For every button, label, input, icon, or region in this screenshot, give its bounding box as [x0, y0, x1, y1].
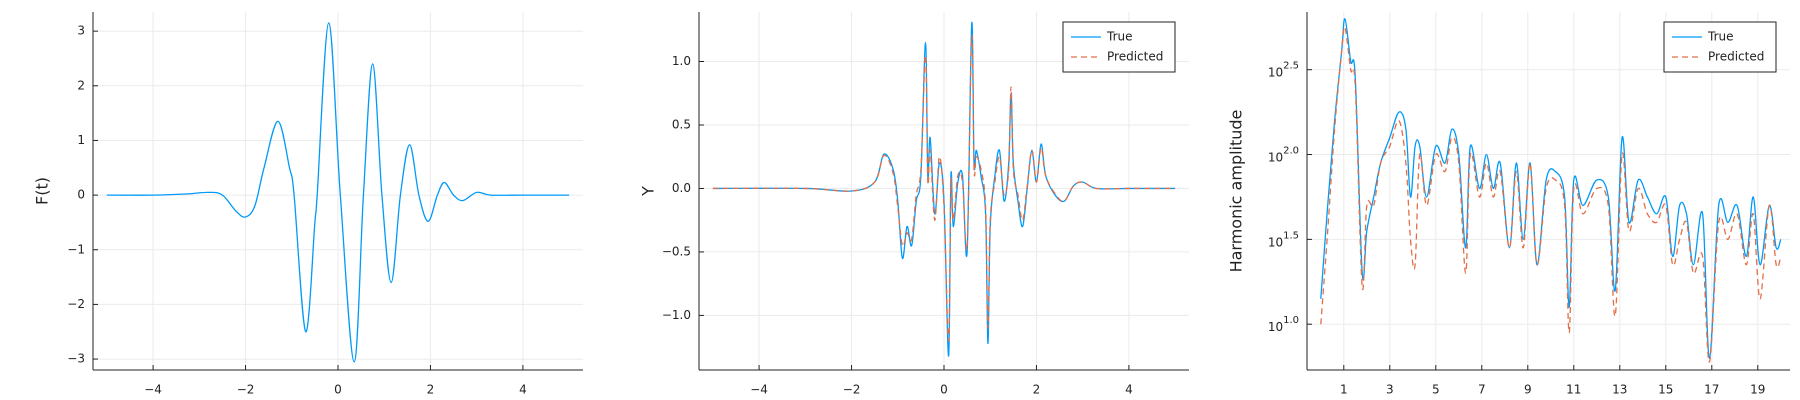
- y-axis-label: Y: [639, 186, 658, 197]
- x-tick-label: 7: [1478, 383, 1486, 397]
- x-tick-label: 2: [427, 383, 435, 397]
- x-tick-label: 5: [1432, 383, 1440, 397]
- x-tick-label: 0: [334, 383, 342, 397]
- x-tick-label: 3: [1386, 383, 1394, 397]
- y-tick-label: −1: [67, 242, 85, 256]
- legend-label: True: [1707, 30, 1734, 44]
- y-tick-label: 0.0: [672, 181, 691, 195]
- legend-box: [1062, 21, 1176, 73]
- subplot: −4 −2 0 2 4 −3 −2 −1 0 1 2 3 F(t): [33, 12, 583, 397]
- y-tick-label: −3: [67, 352, 85, 366]
- x-tick-label: 17: [1704, 383, 1719, 397]
- x-tick-label: 9: [1524, 383, 1532, 397]
- tick-base: 10: [1268, 235, 1283, 249]
- x-tick-label: −4: [144, 383, 162, 397]
- legend-label: True: [1106, 30, 1133, 44]
- x-tick-label: 19: [1750, 383, 1765, 397]
- x-tick-label: −2: [237, 383, 255, 397]
- y-tick-label: −2: [67, 297, 85, 311]
- y-axis-label: Harmonic amplitude: [1227, 110, 1246, 273]
- legend: True Predicted: [1663, 21, 1777, 73]
- y-axis-label: F(t): [33, 177, 52, 205]
- y-tick-label: 0: [77, 188, 85, 202]
- legend-label: Predicted: [1107, 50, 1163, 64]
- series-line: [106, 22, 570, 363]
- y-tick-label: 1.0: [672, 54, 691, 68]
- y-tick-label: 0.5: [672, 117, 691, 131]
- y-tick-label: 101.0: [1268, 315, 1299, 334]
- legend-box: [1663, 21, 1777, 73]
- x-tick-label: 15: [1658, 383, 1673, 397]
- subplot: −4 −2 0 2 4 −1.0 −0.5 0.0 0.5 1.0 Y True Predicted: [639, 12, 1189, 397]
- legend-label: Predicted: [1708, 50, 1764, 64]
- x-tick-label: 11: [1566, 383, 1581, 397]
- tick-exponent: 2.0: [1283, 146, 1299, 157]
- x-tick-label: 0: [940, 383, 948, 397]
- y-tick-label: 1: [77, 133, 85, 147]
- tick-base: 10: [1268, 65, 1283, 79]
- tick-exponent: 2.5: [1283, 61, 1299, 72]
- y-tick-label: 2: [77, 78, 85, 92]
- x-tick-label: −4: [750, 383, 768, 397]
- tick-base: 10: [1268, 320, 1283, 334]
- tick-exponent: 1.0: [1283, 315, 1299, 326]
- series-line: [712, 21, 1176, 357]
- x-tick-label: 4: [519, 383, 527, 397]
- x-tick-label: 4: [1125, 383, 1133, 397]
- x-tick-label: −2: [843, 383, 861, 397]
- tick-exponent: 1.5: [1283, 230, 1299, 241]
- tick-base: 10: [1268, 150, 1283, 164]
- y-tick-label: 3: [77, 24, 85, 38]
- x-tick-label: 13: [1612, 383, 1627, 397]
- legend: True Predicted: [1062, 21, 1176, 73]
- y-tick-label: −1.0: [662, 308, 691, 322]
- y-tick-label: 102.5: [1268, 61, 1299, 80]
- x-tick-label: 2: [1033, 383, 1041, 397]
- y-tick-label: −0.5: [662, 244, 691, 258]
- series-line: [712, 34, 1176, 342]
- y-tick-label: 102.0: [1268, 146, 1299, 165]
- y-tick-label: 101.5: [1268, 230, 1299, 249]
- subplot: 1 3 5 7 9 11 13 15 17 19101.0101.5102.0102.5Harmo…: [1227, 12, 1790, 397]
- x-tick-label: 1: [1340, 383, 1348, 397]
